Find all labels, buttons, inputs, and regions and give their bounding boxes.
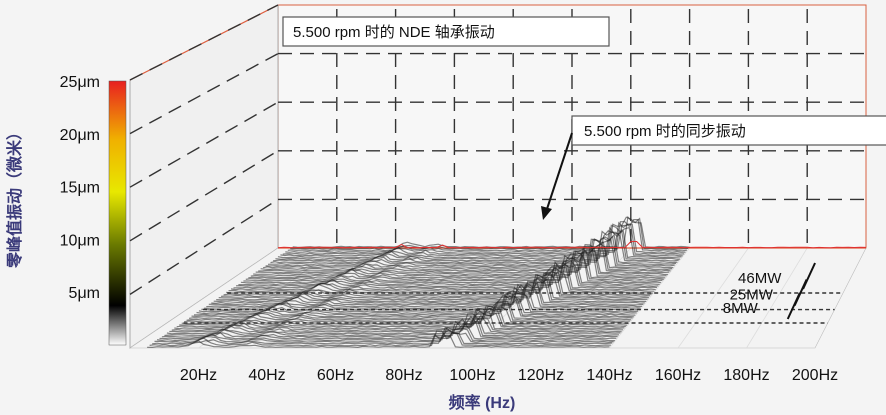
y-tick-labels: 5μm 10μm 15μm 20μm 25μm <box>60 74 100 302</box>
load-label: 8MW <box>723 300 759 317</box>
x-axis-label: 频率 (Hz) <box>449 393 516 412</box>
x-tick-label: 20Hz <box>180 367 217 384</box>
x-tick-label: 200Hz <box>792 367 838 384</box>
y-tick-label: 10μm <box>60 232 100 249</box>
y-tick-label: 25μm <box>60 74 100 91</box>
x-tick-labels: 20Hz 40Hz 60Hz 80Hz 100Hz 120Hz 140Hz 160Hz 180H… <box>180 367 838 384</box>
x-tick-label: 60Hz <box>317 367 354 384</box>
chart-title: 5.500 rpm 时的 NDE 轴承振动 <box>293 24 495 41</box>
sync-annotation-text: 5.500 rpm 时的同步振动 <box>584 123 746 140</box>
y-tick-label: 5μm <box>69 285 100 302</box>
x-tick-label: 100Hz <box>449 367 495 384</box>
y-axis-label: 零峰值振动（微米） <box>5 124 24 269</box>
y-tick-label: 15μm <box>60 180 100 197</box>
load-label: 46MW <box>738 270 782 287</box>
x-tick-label: 80Hz <box>385 367 422 384</box>
x-tick-label: 40Hz <box>248 367 285 384</box>
color-scale-bar <box>109 81 126 345</box>
x-tick-label: 120Hz <box>518 367 564 384</box>
x-tick-label: 140Hz <box>586 367 632 384</box>
x-tick-label: 180Hz <box>723 367 769 384</box>
x-tick-label: 160Hz <box>655 367 701 384</box>
chart-title-box: 5.500 rpm 时的 NDE 轴承振动 <box>283 17 609 46</box>
y-tick-label: 20μm <box>60 127 100 144</box>
